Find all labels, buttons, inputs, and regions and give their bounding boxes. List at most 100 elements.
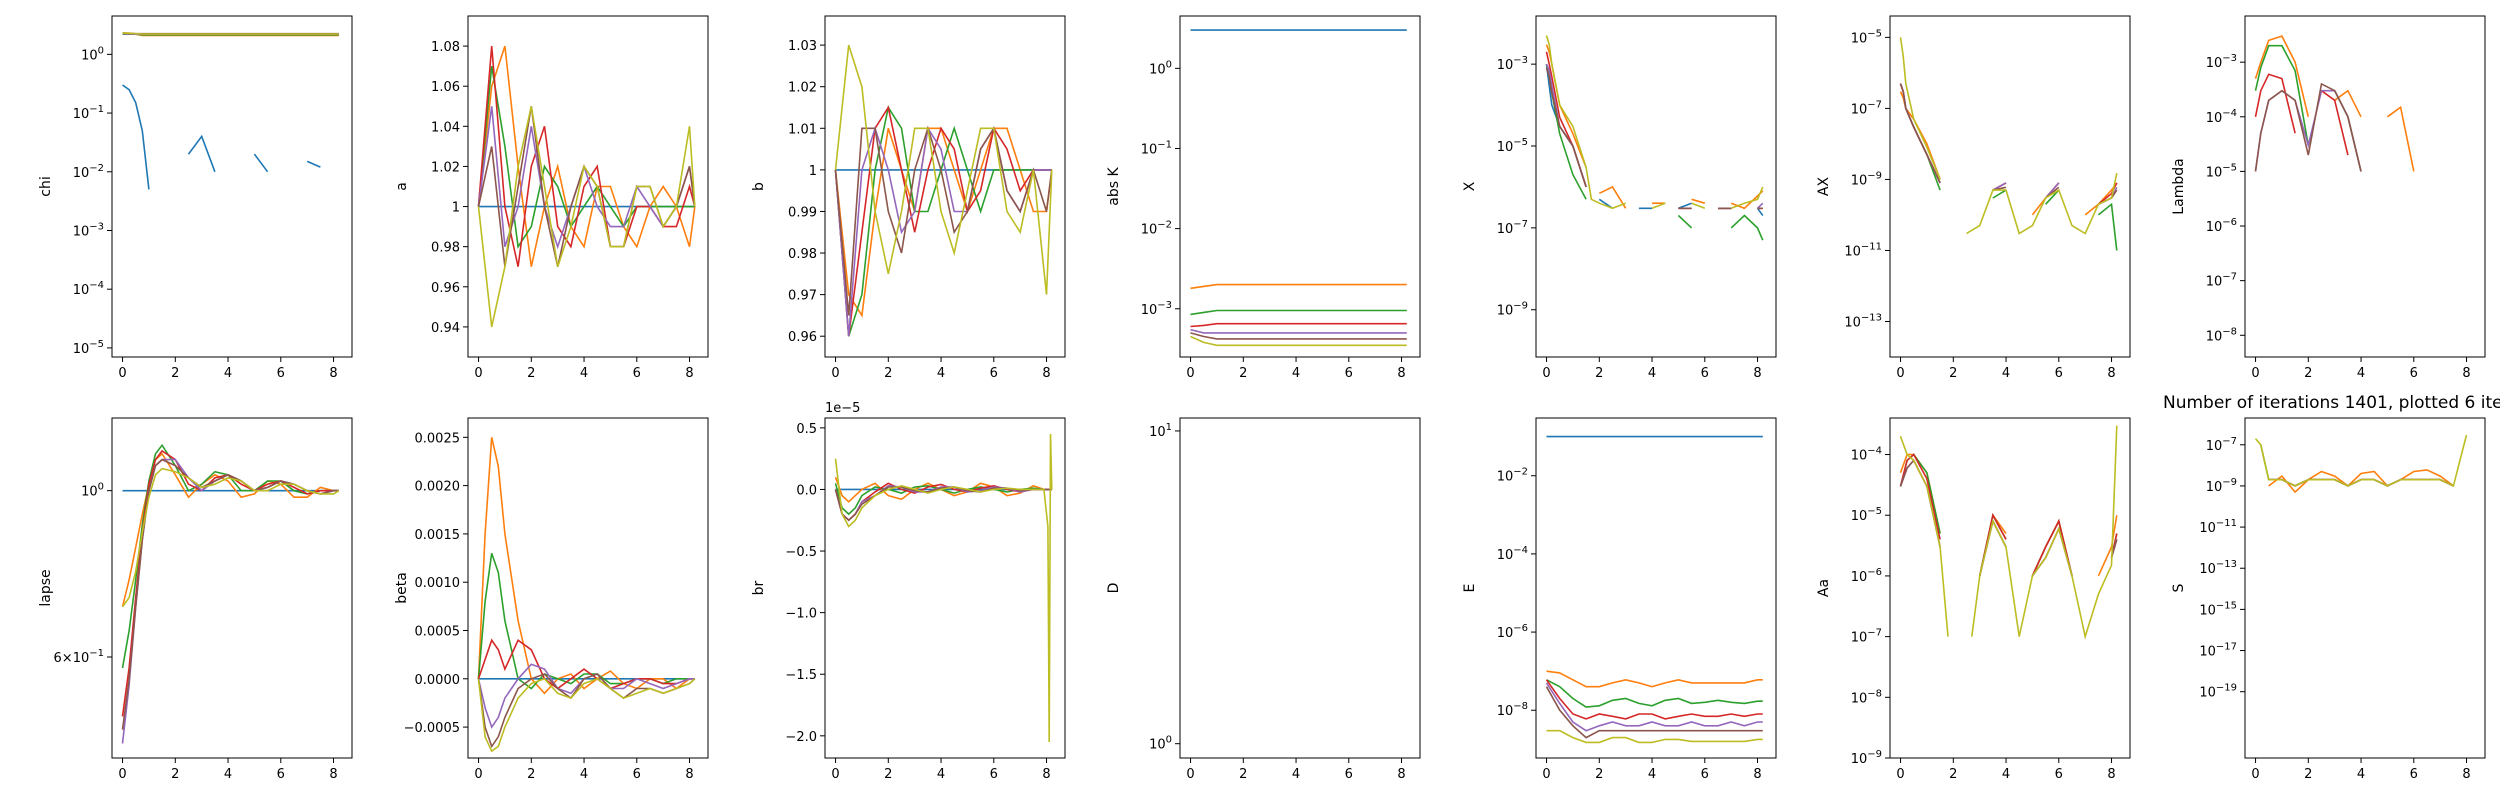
y-tick-label: 10−8 <box>1851 688 1882 706</box>
x-tick-label: 4 <box>2002 767 2010 782</box>
y-tick-label: 10−5 <box>2206 162 2237 180</box>
x-tick-label: 0 <box>474 366 482 381</box>
plot-frame <box>111 15 353 358</box>
y-tick-label: 0.99 <box>788 205 817 220</box>
series-line-7 <box>1899 37 2118 235</box>
x-tick-label: 4 <box>1292 767 1300 782</box>
subplot-7: 0 2 4 6 8 10−8 10−7 10−6 10−5 10−4 10−3 Lambda <box>2171 15 2486 381</box>
x-tick-label: 8 <box>685 366 693 381</box>
plot-frame <box>1889 15 2131 358</box>
x-tick-label: 6 <box>2055 366 2063 381</box>
subplot-2: 0 2 4 6 8 0.94 0.96 0.98 1 1.02 1.04 1.06 1.08 a <box>394 15 709 381</box>
subplot-4: 0 2 4 6 8 10−3 10−2 10−1 100 abs K <box>1106 15 1421 381</box>
y-tick-label: 10−17 <box>2199 642 2237 660</box>
x-tick-label: 6 <box>1701 767 1709 782</box>
series-line-4 <box>1545 679 1763 720</box>
series-line-6 <box>1545 67 1763 210</box>
series-line-7 <box>834 44 1053 295</box>
series-line-3 <box>1190 309 1407 316</box>
x-tick-label: 6 <box>633 366 641 381</box>
y-tick-label: 10−9 <box>1497 301 1528 319</box>
subplot-8: 0 2 4 6 8 6×10−1 100 lapse <box>38 417 353 782</box>
x-tick-label: 6 <box>1701 366 1709 381</box>
x-tick-label: 2 <box>171 366 179 381</box>
subplot-3: 0 2 4 6 8 0.96 0.97 0.98 0.99 1 1.01 1.02 1.03 b <box>751 15 1066 381</box>
y-tick-label: 10−13 <box>2199 559 2237 577</box>
series-line-7 <box>1899 425 2118 640</box>
series-line-4 <box>1899 453 2118 577</box>
y-tick-label: 10−9 <box>2206 477 2237 495</box>
y-tick-label: 0.98 <box>431 241 460 256</box>
y-tick-label: 10−19 <box>2199 683 2237 701</box>
subplot-14: 0 2 4 6 8 10−19 10−17 10−15 10−13 10−11 10−9 10−7 S <box>2171 417 2486 782</box>
x-tick-label: 6 <box>2410 767 2418 782</box>
y-tick-label: 10−2 <box>1141 220 1172 238</box>
series-line-4 <box>121 449 339 717</box>
y-tick-label: 10−5 <box>1851 28 1882 46</box>
y-tick-label: 100 <box>81 45 104 63</box>
series-line-5 <box>1899 458 2118 577</box>
plot-frame <box>1889 417 2131 759</box>
y-tick-label: 10−5 <box>1497 137 1528 155</box>
series-group <box>122 32 339 190</box>
y-tick-label: 0.5 <box>796 422 817 437</box>
x-tick-label: 0 <box>831 767 839 782</box>
series-line-3 <box>1545 63 1764 241</box>
series-line-5 <box>1545 682 1763 732</box>
x-tick-label: 6 <box>277 767 285 782</box>
series-line-3 <box>477 65 695 249</box>
x-tick-label: 8 <box>1753 366 1761 381</box>
x-tick-label: 8 <box>2107 767 2115 782</box>
series-line-7 <box>122 32 339 35</box>
y-tick-label: 10−6 <box>1497 623 1528 641</box>
y-tick-label: 10−1 <box>73 104 104 122</box>
x-tick-label: 2 <box>884 366 892 381</box>
x-tick-label: 2 <box>2304 366 2312 381</box>
series-line-7 <box>1190 335 1407 347</box>
series-line-2 <box>2268 469 2454 494</box>
series-line-2 <box>1546 670 1763 688</box>
series-line-2 <box>1545 44 1764 210</box>
x-tick-label: 4 <box>1648 767 1656 782</box>
y-tick-label: −2.0 <box>785 730 817 745</box>
y-axis-label: a <box>394 182 410 191</box>
x-tick-label: 4 <box>2357 366 2365 381</box>
series-line-4 <box>834 105 1052 337</box>
y-tick-label: 100 <box>1149 735 1172 753</box>
x-tick-label: 4 <box>2357 767 2365 782</box>
y-tick-label: 10−7 <box>2206 436 2237 454</box>
x-tick-label: 2 <box>1949 767 1957 782</box>
series-group <box>477 45 696 328</box>
x-tick-label: 4 <box>1648 366 1656 381</box>
y-tick-label: 10−8 <box>1497 701 1528 719</box>
x-tick-label: 8 <box>1397 767 1405 782</box>
series-line-5 <box>1190 328 1407 334</box>
y-tick-label: 10−6 <box>1851 567 1882 585</box>
y-tick-label: 10−2 <box>1497 467 1528 485</box>
series-line-5 <box>2254 89 2362 172</box>
x-tick-label: 2 <box>171 767 179 782</box>
y-tick-label: 0.0000 <box>415 673 461 688</box>
y-axis-label: b <box>751 182 767 191</box>
y-axis-label: chi <box>38 176 54 196</box>
series-group <box>2254 434 2468 494</box>
y-axis-label: lapse <box>38 569 54 606</box>
y-tick-label: 100 <box>81 482 104 500</box>
y-axis-label: br <box>751 580 767 595</box>
y-tick-label: 1.03 <box>788 39 817 54</box>
series-group <box>2254 35 2415 172</box>
y-tick-label: 1.08 <box>431 40 460 55</box>
series-line-6 <box>2254 82 2362 172</box>
plot-frame <box>467 15 709 358</box>
y-tick-label: 10−9 <box>1851 749 1882 767</box>
x-tick-label: 2 <box>1595 767 1603 782</box>
series-group <box>1545 35 1764 241</box>
series-line-2 <box>477 45 696 267</box>
series-line-7 <box>1546 729 1763 744</box>
series-group <box>121 443 340 744</box>
x-tick-label: 2 <box>1239 767 1247 782</box>
x-tick-label: 8 <box>1753 767 1761 782</box>
y-axis-label: Lambda <box>2171 158 2187 214</box>
x-tick-label: 8 <box>329 366 337 381</box>
